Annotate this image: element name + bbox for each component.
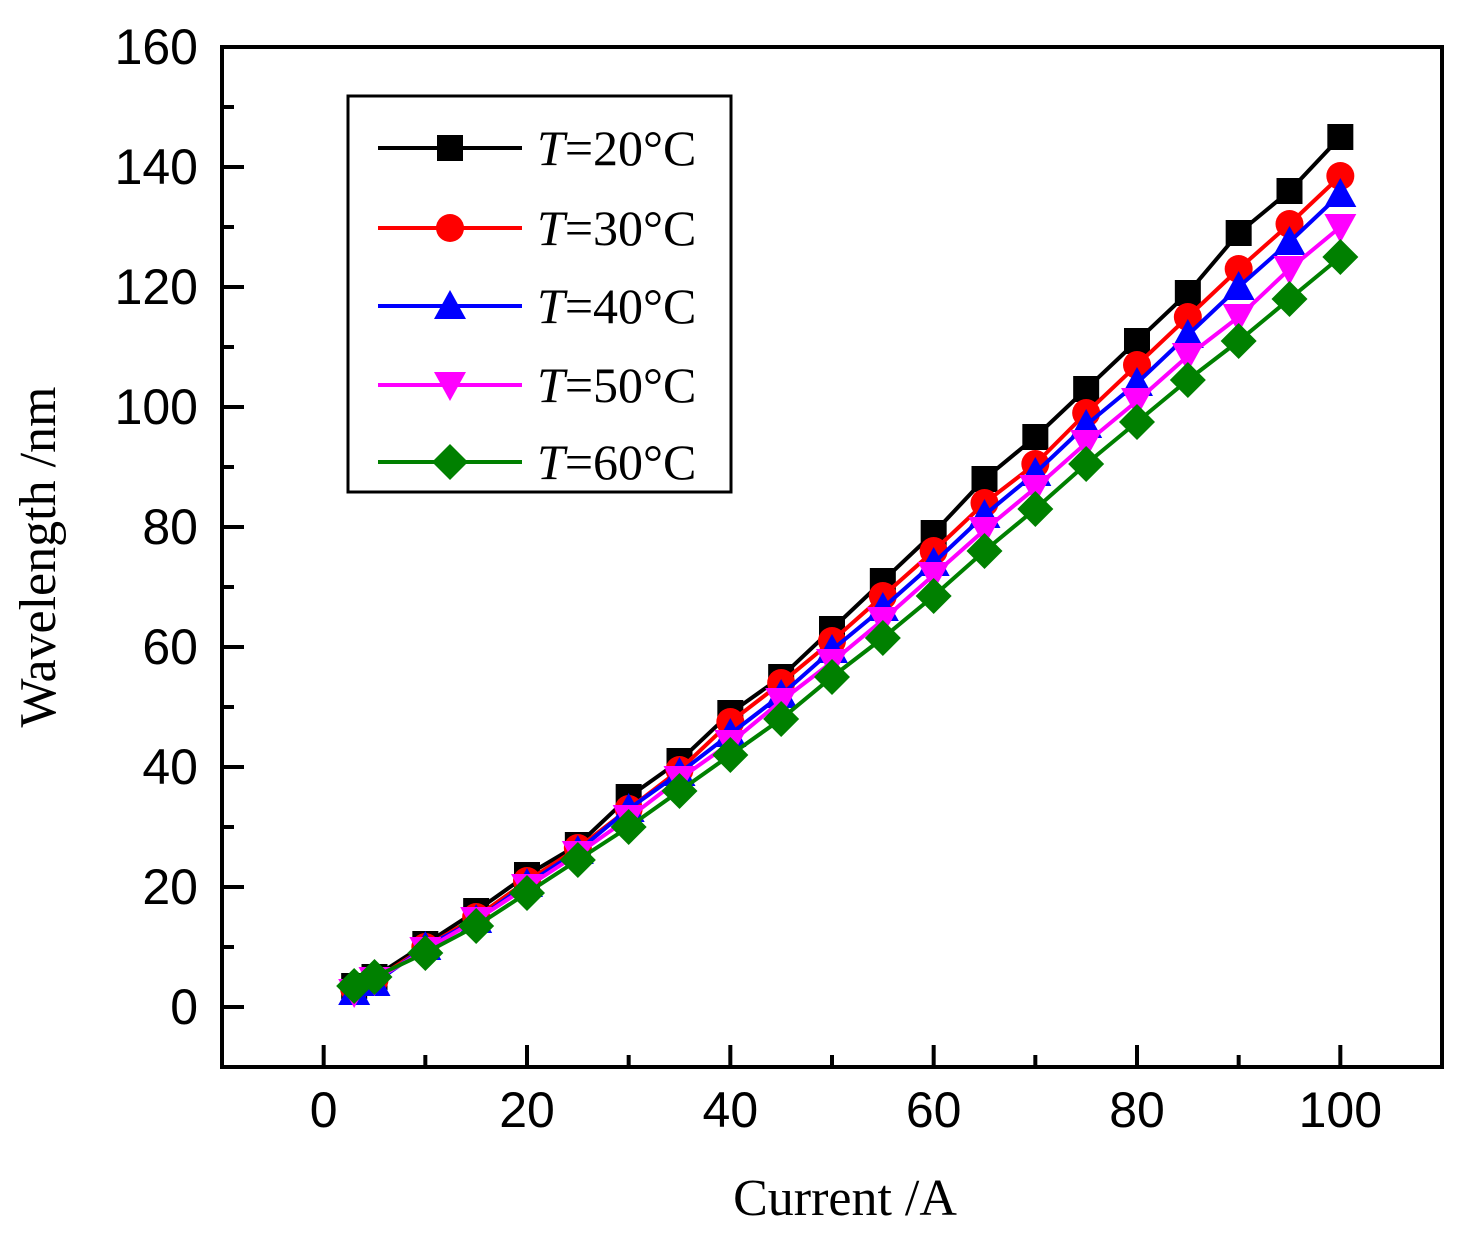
y-tick-label: 60 <box>142 619 198 675</box>
x-tick-label: 0 <box>310 1082 338 1138</box>
legend-label-variable: T <box>537 200 568 256</box>
axes: 0 20 40 60 80 100 0 20 40 60 80 100 120 140 160 <box>115 19 1382 1138</box>
legend-marker <box>437 135 463 161</box>
legend-label-value: =40°C <box>565 278 697 334</box>
legend-label-variable: T <box>537 120 568 176</box>
data-point <box>1224 255 1253 283</box>
legend-marker <box>436 214 464 242</box>
legend-label-variable: T <box>537 278 568 334</box>
data-point <box>864 620 901 656</box>
legend-entry: T=60°C <box>378 434 696 490</box>
legend-label-variable: T <box>537 357 568 413</box>
data-point <box>1324 178 1357 207</box>
data-point <box>712 737 749 773</box>
legend-marker <box>434 372 466 401</box>
legend-label: T=60°C <box>537 434 696 490</box>
legend-label-value: =60°C <box>565 434 697 490</box>
data-point <box>610 809 647 845</box>
data-point <box>917 562 950 591</box>
data-point <box>1220 323 1257 359</box>
legend-label-value: =30°C <box>565 200 697 256</box>
data-point <box>1271 281 1308 317</box>
y-tick-label: 0 <box>170 979 198 1035</box>
data-point <box>1173 303 1202 331</box>
plot-frame <box>220 45 1444 1069</box>
legend-label-variable: T <box>537 434 568 490</box>
data-point <box>1324 214 1357 243</box>
x-tick-label: 80 <box>1109 1082 1165 1138</box>
data-point <box>1326 162 1355 190</box>
data-point <box>1124 328 1150 354</box>
series-layer <box>336 124 1359 1008</box>
data-point <box>1171 343 1204 372</box>
y-tick-label: 100 <box>115 379 198 435</box>
data-point <box>559 842 596 878</box>
data-point <box>1019 475 1052 504</box>
y-tick-label: 120 <box>115 259 198 315</box>
data-point <box>1121 388 1153 417</box>
data-point <box>356 959 393 995</box>
data-point <box>1276 178 1303 204</box>
data-point <box>407 935 444 971</box>
data-point <box>1070 430 1103 459</box>
y-tick-label: 160 <box>115 19 198 75</box>
data-point <box>1174 280 1201 306</box>
data-point <box>966 533 1003 569</box>
y-tick-label: 80 <box>142 499 198 555</box>
data-point <box>1119 404 1155 440</box>
legend-marker <box>434 290 466 319</box>
data-point <box>509 875 545 911</box>
legend-label-value: =20°C <box>565 120 697 176</box>
x-tick-label: 40 <box>703 1082 759 1138</box>
legend-box <box>346 94 733 494</box>
y-tick-label: 40 <box>142 739 198 795</box>
x-tick-label: 20 <box>499 1082 555 1138</box>
data-point <box>814 659 850 695</box>
y-tick-label: 20 <box>142 859 198 915</box>
data-point <box>968 517 1001 546</box>
legend-label: T=50°C <box>537 357 696 413</box>
data-point <box>1123 351 1151 379</box>
data-point <box>1273 256 1306 285</box>
series-5 <box>336 239 1359 1004</box>
data-point <box>1222 271 1255 300</box>
x-tick-label: 60 <box>906 1082 962 1138</box>
data-point <box>1275 210 1304 238</box>
data-point <box>763 701 800 737</box>
data-point <box>915 578 952 614</box>
data-point <box>1073 376 1100 402</box>
data-point <box>1322 239 1359 275</box>
x-tick-label: 100 <box>1299 1082 1382 1138</box>
y-axis-title: Wavelength /nm <box>10 387 67 728</box>
data-point <box>1169 362 1206 398</box>
data-point <box>458 908 495 944</box>
legend-label-value: =50°C <box>565 357 697 413</box>
data-point <box>1327 124 1354 150</box>
legend-entry: T=40°C <box>378 278 696 334</box>
legend-label: T=20°C <box>537 120 696 176</box>
legend-entry: T=30°C <box>378 200 696 256</box>
data-point <box>1171 319 1204 348</box>
data-point <box>661 773 698 809</box>
data-point <box>971 466 998 492</box>
data-point <box>1022 424 1049 450</box>
data-point <box>1222 304 1255 333</box>
legend: T=20°CT=30°CT=40°CT=50°CT=60°C <box>346 94 733 494</box>
data-point <box>1225 220 1252 246</box>
legend-marker <box>432 444 468 480</box>
data-point <box>1068 446 1105 482</box>
legend-label: T=40°C <box>537 278 696 334</box>
legend-entry: T=20°C <box>378 120 696 176</box>
y-tick-label: 140 <box>115 139 198 195</box>
data-point <box>1017 491 1054 527</box>
x-axis-title: Current /A <box>733 1170 957 1227</box>
legend-label: T=30°C <box>537 200 696 256</box>
legend-entry: T=50°C <box>378 357 696 413</box>
data-point <box>1273 226 1306 255</box>
